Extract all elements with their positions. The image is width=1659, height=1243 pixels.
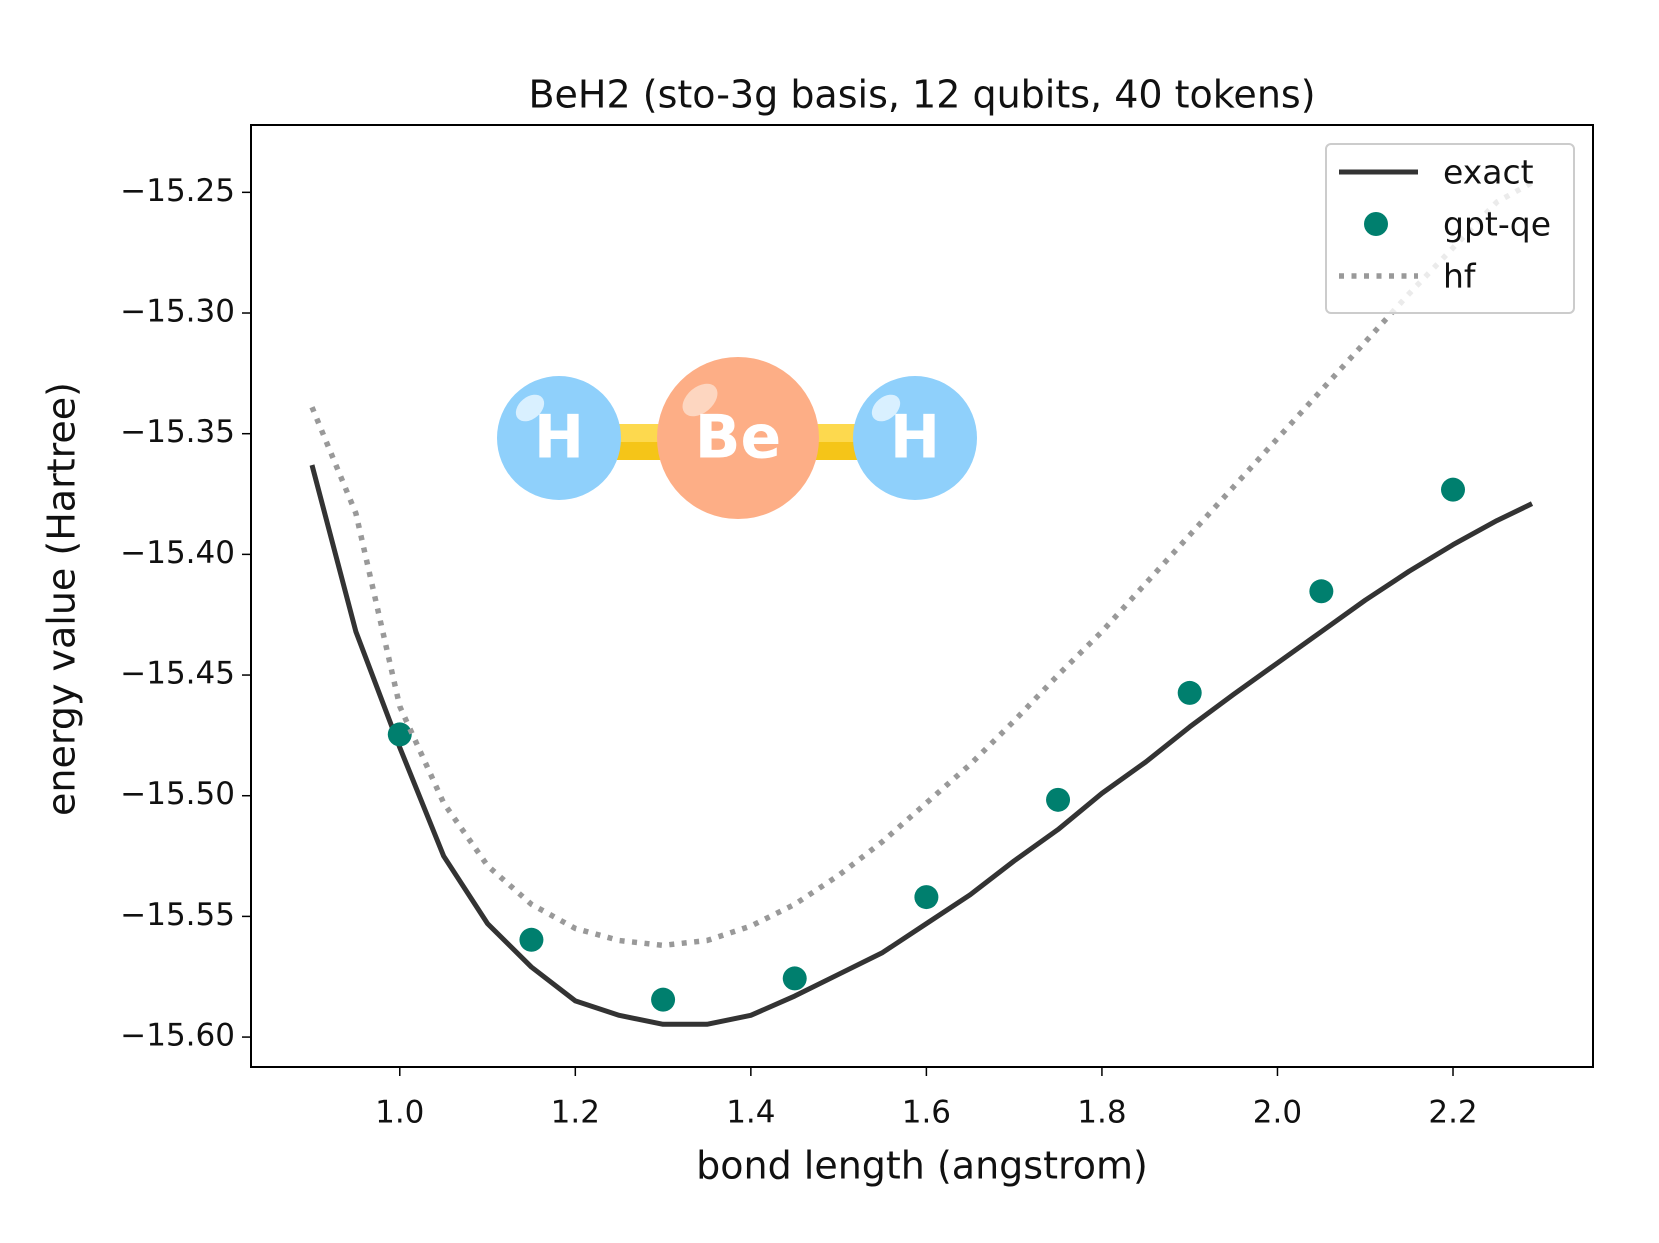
data-point bbox=[1177, 680, 1202, 705]
shine bbox=[515, 394, 545, 422]
x-tick-label: 1.8 bbox=[1077, 1095, 1126, 1131]
x-tick-label: 1.0 bbox=[375, 1095, 424, 1131]
data-point bbox=[651, 987, 676, 1012]
plot-frame bbox=[250, 124, 1594, 1068]
data-point bbox=[387, 722, 412, 747]
y-tick-label: −15.40 bbox=[120, 535, 235, 571]
y-tick-label: −15.45 bbox=[120, 656, 235, 692]
y-tick-label: −15.55 bbox=[120, 897, 235, 933]
y-axis-label: energy value (Hartree) bbox=[40, 382, 84, 816]
y-tick-label: −15.25 bbox=[120, 173, 235, 209]
data-point bbox=[1441, 477, 1466, 502]
x-tick-label: 1.4 bbox=[726, 1095, 775, 1131]
legend-label: gpt-qe bbox=[1443, 205, 1551, 244]
data-point bbox=[519, 927, 544, 952]
chart-title: BeH2 (sto-3g basis, 12 qubits, 40 tokens… bbox=[528, 73, 1315, 117]
data-point bbox=[914, 885, 939, 910]
shine bbox=[871, 394, 901, 422]
x-tick-label: 2.2 bbox=[1428, 1095, 1477, 1131]
legend-box bbox=[1325, 143, 1575, 314]
series-line bbox=[309, 464, 1534, 1027]
legend-marker bbox=[1364, 212, 1388, 236]
molecule: H Be H bbox=[497, 357, 977, 519]
data-point bbox=[1309, 579, 1334, 604]
x-tick-label: 2.0 bbox=[1253, 1095, 1302, 1131]
legend-label: exact bbox=[1443, 153, 1534, 192]
y-tick-label: −15.35 bbox=[120, 414, 235, 450]
x-tick-label: 1.2 bbox=[551, 1095, 600, 1131]
legend-label: hf bbox=[1443, 257, 1477, 296]
x-tick-label: 1.6 bbox=[902, 1095, 951, 1131]
atom-label: Be bbox=[695, 403, 781, 473]
x-axis-label: bond length (angstrom) bbox=[696, 1144, 1148, 1188]
atom-label: H bbox=[890, 403, 940, 473]
y-tick-label: −15.50 bbox=[120, 776, 235, 812]
y-tick-label: −15.30 bbox=[120, 294, 235, 330]
y-tick-label: −15.60 bbox=[120, 1018, 235, 1054]
data-point bbox=[782, 966, 807, 991]
atom-label: H bbox=[534, 403, 584, 473]
shine bbox=[682, 383, 718, 417]
data-point bbox=[1046, 787, 1071, 812]
